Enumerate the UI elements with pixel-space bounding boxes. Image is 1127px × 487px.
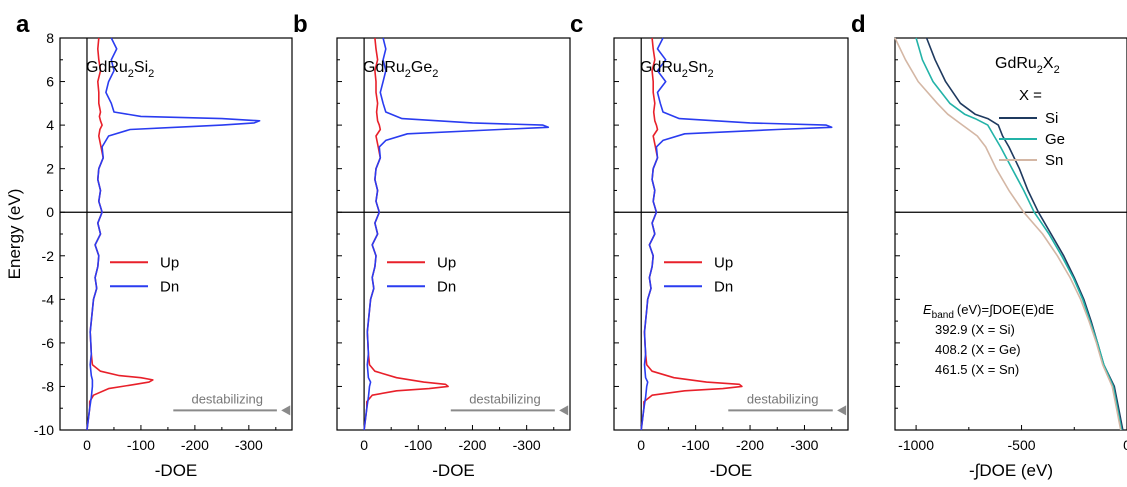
compound-part: Si — [134, 59, 148, 76]
compound-part: 2 — [432, 68, 438, 80]
compound-title: GdRu2Ge2 — [363, 59, 438, 80]
destabilizing-label: destabilizing — [747, 391, 819, 406]
series-line-dn — [363, 37, 550, 431]
legend-label: Dn — [437, 278, 456, 295]
x-tick-label: -200 — [181, 437, 209, 453]
y-tick-label: -10 — [34, 422, 54, 438]
compound-part: Sn — [688, 59, 708, 76]
eband-value: 392.9 (X = Si) — [935, 322, 1015, 337]
x-tick-label: -200 — [736, 437, 764, 453]
y-axis-label: Energy (eV) — [5, 189, 24, 280]
destabilizing-label: destabilizing — [469, 391, 541, 406]
series-line-sn — [894, 37, 1122, 431]
legend-label: Up — [437, 254, 456, 271]
x-axis-label: -∫DOE (eV) — [969, 461, 1053, 480]
y-tick-label: 6 — [46, 74, 54, 90]
y-tick-label: -6 — [42, 335, 55, 351]
legend-label: Up — [714, 254, 733, 271]
series-line-up — [86, 37, 154, 431]
plot-frame — [59, 37, 293, 431]
series-line-up — [640, 37, 743, 431]
legend-label: Ge — [1045, 131, 1065, 148]
eband-value: 408.2 (X = Ge) — [935, 342, 1021, 357]
destabilizing-arrow-head — [281, 405, 291, 416]
x-tick-label: -300 — [790, 437, 818, 453]
x-tick-label: -300 — [235, 437, 263, 453]
panel-label: b — [293, 11, 308, 38]
destabilizing-arrow-head — [837, 405, 847, 416]
y-tick-label: -2 — [42, 248, 55, 264]
panel-b: b0 -100 -200 -300-DOEGdRu2Ge2UpDndestabiliz… — [293, 11, 571, 480]
destabilizing-arrow-head — [559, 405, 569, 416]
compound-title: GdRu2Si2 — [86, 59, 154, 80]
x-tick-label: 0 — [1123, 437, 1127, 453]
y-tick-label: 2 — [46, 161, 54, 177]
compound-part: 2 — [148, 68, 154, 80]
eband-value: 461.5 (X = Sn) — [935, 362, 1019, 377]
legend-label: Sn — [1045, 152, 1063, 169]
compound-part: GdRu — [995, 55, 1037, 72]
x-tick-label: -100 — [682, 437, 710, 453]
y-tick-label: -4 — [42, 291, 55, 307]
x-tick-label: -500 — [1008, 437, 1036, 453]
compound-part: Ge — [411, 59, 432, 76]
compound-part: 2 — [405, 68, 411, 80]
x-tick-label: -300 — [513, 437, 541, 453]
panel-label: d — [851, 11, 866, 38]
series-line-dn — [86, 37, 261, 431]
x-tick-label: 0 — [637, 437, 645, 453]
eband-subscript: band — [932, 310, 954, 321]
compound-part: X — [1043, 55, 1054, 72]
compound-part: 2 — [682, 68, 688, 80]
compound-part: GdRu — [86, 59, 128, 76]
x-tick-label: -1000 — [898, 437, 934, 453]
x-tick-label: -100 — [127, 437, 155, 453]
x-tick-label: 0 — [360, 437, 368, 453]
panel-c: c0 -100 -200 -300-DOEGdRu2Sn2UpDndestabiliz… — [570, 11, 849, 480]
panel-label: a — [16, 11, 30, 38]
legend-label: Dn — [160, 278, 179, 295]
plot-frame — [336, 37, 571, 431]
series-line-dn — [640, 37, 833, 431]
legend-label: Dn — [714, 278, 733, 295]
series-line-ge — [915, 37, 1123, 431]
x-axis-label: -DOE — [710, 461, 753, 480]
compound-part: 2 — [1054, 64, 1060, 76]
x-tick-label: -100 — [404, 437, 432, 453]
destabilizing-label: destabilizing — [191, 391, 263, 406]
plot-frame — [613, 37, 849, 431]
eband-formula-text: (eV)=∫DOE(E)dE — [957, 302, 1054, 317]
eband-symbol: E — [923, 302, 932, 317]
compound-part: 2 — [708, 68, 714, 80]
compound-part: GdRu — [363, 59, 405, 76]
panel-label: c — [570, 11, 583, 38]
legend-label: Up — [160, 254, 179, 271]
x-axis-label: -DOE — [155, 461, 198, 480]
x-tick-label: -200 — [458, 437, 486, 453]
legend-title: X = — [1019, 87, 1042, 104]
compound-part: 2 — [1037, 64, 1043, 76]
compound-part: GdRu — [640, 59, 682, 76]
y-tick-label: -8 — [42, 378, 55, 394]
y-tick-label: 8 — [46, 30, 54, 46]
x-axis-label: -DOE — [432, 461, 475, 480]
y-tick-label: 4 — [46, 117, 54, 133]
legend-label: Si — [1045, 110, 1058, 127]
eband-formula: Eband (eV)=∫DOE(E)dE — [923, 302, 1054, 321]
x-tick-label: 0 — [83, 437, 91, 453]
compound-title: GdRu2X2 — [995, 55, 1060, 76]
series-line-up — [363, 37, 449, 431]
y-tick-label: 0 — [46, 204, 54, 220]
compound-part: 2 — [128, 68, 134, 80]
compound-title: GdRu2Sn2 — [640, 59, 714, 80]
